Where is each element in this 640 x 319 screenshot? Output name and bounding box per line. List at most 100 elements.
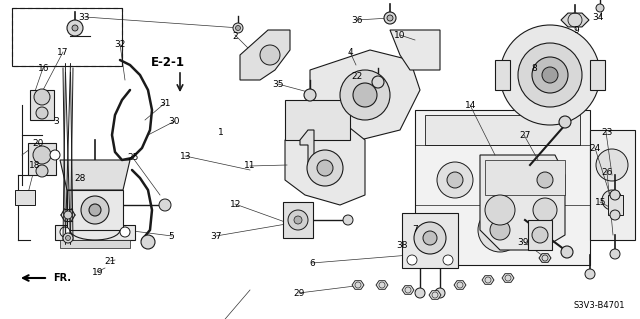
Circle shape bbox=[317, 160, 333, 176]
Text: 14: 14 bbox=[465, 101, 476, 110]
Circle shape bbox=[340, 70, 390, 120]
Text: 19: 19 bbox=[92, 268, 103, 277]
Text: 27: 27 bbox=[519, 131, 531, 140]
Circle shape bbox=[64, 211, 72, 219]
Polygon shape bbox=[300, 130, 314, 165]
Text: 12: 12 bbox=[230, 200, 241, 209]
Bar bbox=[590, 60, 605, 90]
Text: 6: 6 bbox=[310, 259, 315, 268]
Polygon shape bbox=[240, 30, 290, 80]
Bar bbox=[55, 225, 135, 240]
Text: 34: 34 bbox=[593, 13, 604, 22]
Text: 25: 25 bbox=[127, 153, 139, 162]
Circle shape bbox=[537, 172, 553, 188]
Circle shape bbox=[288, 210, 308, 230]
Circle shape bbox=[527, 162, 563, 198]
Text: E-2-1: E-2-1 bbox=[151, 56, 185, 69]
Circle shape bbox=[89, 204, 101, 216]
Polygon shape bbox=[402, 286, 414, 294]
Text: 11: 11 bbox=[244, 161, 255, 170]
Circle shape bbox=[559, 116, 571, 128]
Polygon shape bbox=[482, 276, 494, 284]
Circle shape bbox=[65, 235, 70, 241]
Circle shape bbox=[60, 227, 70, 237]
Text: 38: 38 bbox=[396, 241, 408, 250]
Circle shape bbox=[532, 227, 548, 243]
Text: 10: 10 bbox=[394, 31, 406, 40]
Circle shape bbox=[532, 57, 568, 93]
Text: 36: 36 bbox=[351, 16, 363, 25]
Circle shape bbox=[233, 23, 243, 33]
Bar bbox=[60, 240, 130, 248]
Circle shape bbox=[518, 43, 582, 107]
Circle shape bbox=[533, 198, 557, 222]
Circle shape bbox=[36, 107, 48, 119]
Text: 2: 2 bbox=[233, 32, 238, 41]
Circle shape bbox=[561, 246, 573, 258]
Polygon shape bbox=[539, 254, 551, 262]
Text: 16: 16 bbox=[38, 64, 49, 73]
Polygon shape bbox=[429, 291, 441, 299]
Circle shape bbox=[50, 150, 60, 160]
Circle shape bbox=[447, 172, 463, 188]
Circle shape bbox=[435, 288, 445, 298]
Polygon shape bbox=[310, 50, 420, 140]
Circle shape bbox=[120, 227, 130, 237]
Bar bbox=[15, 190, 35, 205]
Circle shape bbox=[610, 190, 620, 200]
Circle shape bbox=[34, 89, 50, 105]
Text: 1: 1 bbox=[218, 128, 223, 137]
Text: 21: 21 bbox=[104, 257, 116, 266]
Circle shape bbox=[159, 199, 171, 211]
Circle shape bbox=[443, 255, 453, 265]
Text: 23: 23 bbox=[601, 128, 612, 137]
Circle shape bbox=[81, 196, 109, 224]
Bar bbox=[67, 190, 123, 230]
Text: 37: 37 bbox=[211, 232, 222, 241]
Bar bbox=[402, 213, 458, 268]
Text: 3: 3 bbox=[54, 117, 59, 126]
Text: 28: 28 bbox=[74, 174, 86, 183]
Circle shape bbox=[602, 190, 622, 210]
Text: 17: 17 bbox=[57, 48, 68, 57]
Text: 8: 8 bbox=[532, 64, 537, 73]
Bar bbox=[28, 143, 56, 175]
Circle shape bbox=[141, 235, 155, 249]
Polygon shape bbox=[454, 281, 466, 289]
Bar bbox=[12, 8, 122, 66]
Polygon shape bbox=[502, 274, 514, 282]
Circle shape bbox=[343, 215, 353, 225]
Circle shape bbox=[304, 89, 316, 101]
Bar bbox=[528, 220, 552, 250]
Polygon shape bbox=[352, 281, 364, 289]
Bar bbox=[283, 202, 313, 238]
Circle shape bbox=[236, 26, 241, 31]
Text: 39: 39 bbox=[518, 238, 529, 247]
Text: 22: 22 bbox=[351, 72, 363, 81]
Text: 24: 24 bbox=[589, 144, 601, 153]
Polygon shape bbox=[285, 120, 365, 205]
Bar bbox=[12, 8, 122, 66]
Circle shape bbox=[585, 269, 595, 279]
Bar bbox=[425, 115, 580, 145]
Circle shape bbox=[414, 222, 446, 254]
Bar bbox=[495, 60, 510, 90]
Polygon shape bbox=[390, 30, 440, 70]
Circle shape bbox=[490, 220, 510, 240]
Text: 30: 30 bbox=[168, 117, 180, 126]
Circle shape bbox=[596, 4, 604, 12]
Text: 4: 4 bbox=[348, 48, 353, 57]
Text: 26: 26 bbox=[601, 168, 612, 177]
Circle shape bbox=[33, 146, 51, 164]
Circle shape bbox=[478, 208, 522, 252]
Circle shape bbox=[610, 210, 620, 220]
Text: FR.: FR. bbox=[53, 273, 71, 283]
Text: 9: 9 bbox=[573, 26, 579, 35]
Circle shape bbox=[353, 83, 377, 107]
Circle shape bbox=[437, 162, 473, 198]
Text: 20: 20 bbox=[33, 139, 44, 148]
Polygon shape bbox=[285, 100, 350, 140]
Circle shape bbox=[407, 255, 417, 265]
Polygon shape bbox=[561, 13, 589, 27]
Text: 32: 32 bbox=[115, 40, 126, 48]
